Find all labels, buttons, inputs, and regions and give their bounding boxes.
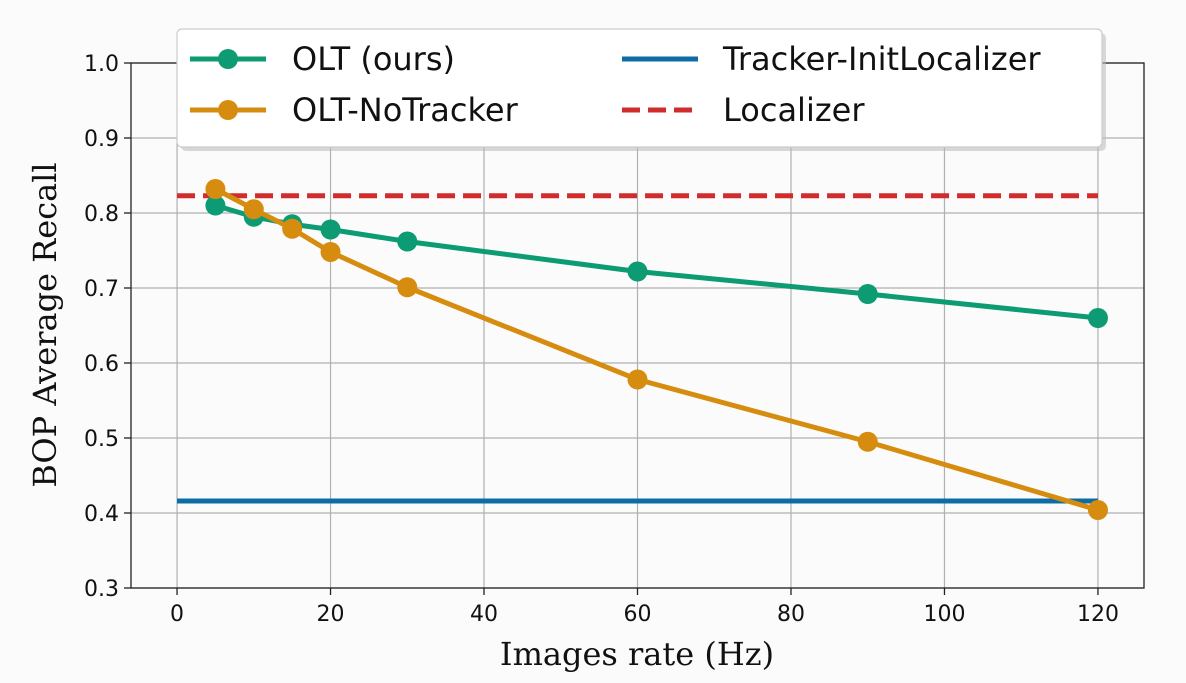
x-tick-label: 0	[170, 602, 184, 627]
legend-label-1: OLT-NoTracker	[292, 91, 519, 129]
legend-label-0: OLT (ours)	[292, 40, 455, 78]
series-layer	[177, 179, 1108, 520]
data-point-0	[1087, 308, 1108, 328]
data-point-1	[282, 218, 303, 239]
x-tick-label: 20	[317, 602, 345, 627]
legend-label-3: Localizer	[723, 91, 865, 129]
y-tick-label: 1.0	[84, 52, 119, 77]
y-tick-label: 0.5	[84, 427, 119, 452]
x-axis-title: Images rate (Hz)	[500, 635, 774, 673]
data-point-1	[243, 199, 264, 220]
y-tick-label: 0.3	[84, 577, 119, 602]
data-point-1	[397, 277, 418, 298]
data-point-1	[205, 179, 226, 199]
data-point-0	[627, 261, 648, 282]
legend-marker-1	[218, 100, 238, 120]
data-point-0	[205, 195, 226, 216]
ticks: 0 20 40 60 80 100 120 0.3 0.4 0.5 0.6 0.7 0.8 0.9 1.0	[84, 52, 1119, 627]
data-point-1	[320, 242, 341, 262]
y-tick-label: 0.7	[84, 277, 119, 302]
data-point-0	[320, 219, 341, 240]
data-point-1	[1087, 500, 1108, 520]
x-tick-label: 80	[777, 602, 805, 627]
legend-marker-0	[218, 49, 238, 69]
data-point-1	[627, 369, 648, 390]
y-tick-label: 0.4	[84, 502, 119, 527]
legend: OLT (ours) Tracker-InitLocalizer OLT-NoTra…	[176, 28, 1106, 151]
x-tick-label: 120	[1077, 602, 1119, 627]
data-point-0	[857, 284, 878, 304]
y-tick-label: 0.6	[84, 352, 119, 377]
x-tick-label: 40	[470, 602, 498, 627]
x-tick-label: 60	[624, 602, 652, 627]
y-axis-title: BOP Average Recall	[26, 162, 64, 487]
legend-label-2: Tracker-InitLocalizer	[722, 40, 1041, 78]
data-point-1	[857, 431, 878, 452]
legend-box	[176, 28, 1103, 148]
y-tick-label: 0.9	[84, 127, 119, 152]
x-tick-label: 100	[923, 602, 965, 627]
data-point-0	[397, 231, 418, 252]
y-tick-label: 0.8	[84, 202, 119, 227]
